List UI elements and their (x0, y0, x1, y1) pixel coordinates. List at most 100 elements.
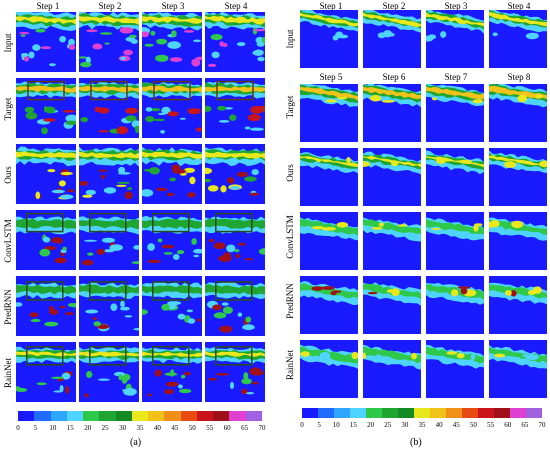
colorbar-tick-label: 25 (101, 424, 109, 432)
colorbar-tick-label: 45 (171, 424, 179, 432)
radar-map-tile (489, 84, 547, 142)
radar-map-tile (79, 144, 139, 204)
colorbar-swatch (66, 411, 84, 421)
colorbar-swatch (334, 408, 350, 418)
radar-map-tile (16, 144, 76, 204)
colorbar-tick-label: 0 (16, 424, 20, 432)
colorbar-tick-label: 50 (188, 424, 196, 432)
colorbar-swatch (350, 408, 366, 418)
colorbar-swatch (526, 408, 542, 418)
colorbar-tick-label: 5 (33, 424, 38, 432)
colorbar-b (302, 408, 542, 418)
colorbar-swatch (462, 408, 478, 418)
step-label: Step 6 (382, 72, 406, 82)
colorbar-tick-label: 15 (66, 424, 74, 432)
colorbar-tick-label: 20 (84, 424, 92, 432)
panel-a: Step 1 Step 2 Step 3 Step 4 Input Target… (0, 0, 272, 452)
row-label: Ours (3, 166, 13, 184)
colorbar-swatch (430, 408, 446, 418)
radar-map-tile (142, 342, 202, 402)
colorbar-swatch (213, 411, 230, 421)
colorbar-tick-label: 35 (136, 424, 144, 432)
row-label: ConvLSTM (3, 219, 13, 263)
colorbar-swatch (414, 408, 430, 418)
radar-map-tile (16, 276, 76, 336)
row-label: Input (285, 29, 295, 49)
colorbar-swatch (494, 408, 510, 418)
row-label: Input (3, 33, 13, 53)
radar-map-tile (79, 12, 139, 72)
colorbar-swatch (382, 408, 398, 418)
colorbar-swatch (245, 411, 262, 421)
colorbar-tick-label: 25 (384, 421, 392, 429)
colorbar-tick-label: 55 (206, 424, 214, 432)
colorbar-tick-label: 55 (487, 421, 495, 429)
colorbar-tick-label: 30 (119, 424, 127, 432)
radar-map-tile (426, 340, 484, 398)
radar-map-tile (363, 10, 421, 68)
colorbar-swatch (115, 411, 132, 421)
radar-map-tile (79, 276, 139, 336)
radar-map-tile (205, 78, 265, 138)
radar-map-tile (300, 340, 358, 398)
row-label: RainNet (285, 350, 295, 380)
radar-map-tile (426, 10, 484, 68)
colorbar-swatch (302, 408, 318, 418)
step-label: Step 1 (319, 1, 343, 11)
colorbar-swatch (478, 408, 494, 418)
radar-map-tile (489, 276, 547, 334)
colorbar-tick-label: 10 (49, 424, 57, 432)
row-label: RainNet (3, 358, 13, 388)
radar-map-tile (205, 342, 265, 402)
colorbar-tick-label: 60 (223, 424, 231, 432)
radar-map-tile (363, 84, 421, 142)
radar-map-tile (489, 148, 547, 206)
radar-map-tile (205, 12, 265, 72)
radar-map-tile (142, 12, 202, 72)
radar-map-tile (426, 212, 484, 270)
colorbar-swatch (34, 411, 51, 421)
radar-map-tile (16, 78, 76, 138)
radar-map-tile (142, 144, 202, 204)
colorbar-swatch (446, 408, 462, 418)
colorbar-swatch (83, 411, 100, 421)
radar-map-tile (205, 210, 265, 270)
colorbar-tick-label: 10 (332, 421, 340, 429)
radar-map-tile (426, 148, 484, 206)
radar-map-tile (300, 276, 358, 334)
radar-map-tile (79, 78, 139, 138)
colorbar-swatch (510, 408, 526, 418)
colorbar-tick-label: 70 (538, 421, 546, 429)
radar-map-tile (426, 84, 484, 142)
step-label: Step 2 (382, 1, 406, 11)
colorbar-tick-label: 0 (300, 421, 304, 429)
radar-map-tile (300, 212, 358, 270)
row-label: Target (3, 97, 13, 121)
row-label: PredRNN (3, 289, 13, 325)
colorbar-swatch (180, 411, 197, 421)
radar-map-tile (16, 342, 76, 402)
radar-map-tile (363, 212, 421, 270)
step-label: Step 3 (161, 1, 185, 11)
step-label: Step 2 (98, 1, 122, 11)
colorbar-tick-label: 40 (153, 424, 161, 432)
colorbar-swatch (196, 411, 214, 421)
colorbar-swatch (366, 408, 382, 418)
step-label: Step 4 (507, 1, 531, 11)
colorbar-tick-label: 60 (504, 421, 512, 429)
radar-map-tile (363, 148, 421, 206)
radar-map-tile (489, 340, 547, 398)
radar-map-tile (142, 276, 202, 336)
colorbar-a (18, 411, 262, 421)
radar-map-tile (79, 342, 139, 402)
colorbar-swatch (148, 411, 165, 421)
colorbar-tick-label: 35 (418, 421, 426, 429)
colorbar-tick-label: 65 (241, 424, 249, 432)
panel-b: Step 1 Step 2 Step 3 Step 4 Step 5 Step … (278, 0, 550, 452)
panel-tag-b: (b) (410, 437, 422, 448)
colorbar-tick-label: 70 (258, 424, 266, 432)
radar-map-tile (79, 210, 139, 270)
colorbar-tick-label: 45 (452, 421, 460, 429)
radar-map-tile (489, 212, 547, 270)
colorbar-swatch (18, 411, 35, 421)
